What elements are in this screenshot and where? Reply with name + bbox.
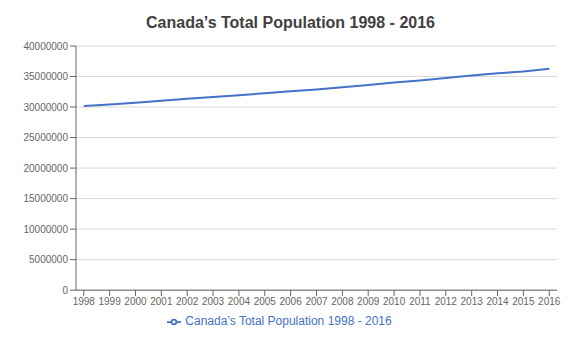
svg-text:0: 0 xyxy=(62,285,68,296)
svg-text:2003: 2003 xyxy=(202,296,225,307)
svg-text:2005: 2005 xyxy=(254,296,277,307)
svg-text:15000000: 15000000 xyxy=(24,193,69,204)
svg-text:2016: 2016 xyxy=(538,296,561,307)
svg-text:2010: 2010 xyxy=(383,296,406,307)
svg-text:2006: 2006 xyxy=(280,296,303,307)
svg-text:2011: 2011 xyxy=(409,296,431,307)
svg-text:2009: 2009 xyxy=(357,296,380,307)
svg-text:1998: 1998 xyxy=(73,296,96,307)
svg-text:2004: 2004 xyxy=(228,296,251,307)
svg-text:2012: 2012 xyxy=(435,296,458,307)
svg-text:2007: 2007 xyxy=(305,296,328,307)
svg-text:2014: 2014 xyxy=(486,296,509,307)
svg-text:2008: 2008 xyxy=(331,296,354,307)
svg-text:2000: 2000 xyxy=(124,296,147,307)
svg-text:25000000: 25000000 xyxy=(24,132,69,143)
svg-text:20000000: 20000000 xyxy=(24,163,69,174)
svg-text:10000000: 10000000 xyxy=(24,224,69,235)
svg-text:30000000: 30000000 xyxy=(24,102,69,113)
svg-text:2002: 2002 xyxy=(176,296,199,307)
svg-text:1999: 1999 xyxy=(98,296,121,307)
html-text:Canada’s Total Population 1998: Canada’s Total Population 1998 - 2016 xyxy=(146,14,435,31)
svg-text:40000000: 40000000 xyxy=(24,41,69,52)
svg-text:2013: 2013 xyxy=(461,296,484,307)
svg-text:2001: 2001 xyxy=(150,296,173,307)
svg-text:35000000: 35000000 xyxy=(24,71,69,82)
html-text:Canada’s Total Population 1998: Canada’s Total Population 1998 - 2016 xyxy=(185,314,392,329)
svg-text:2015: 2015 xyxy=(512,296,535,307)
svg-text:5000000: 5000000 xyxy=(29,254,68,265)
